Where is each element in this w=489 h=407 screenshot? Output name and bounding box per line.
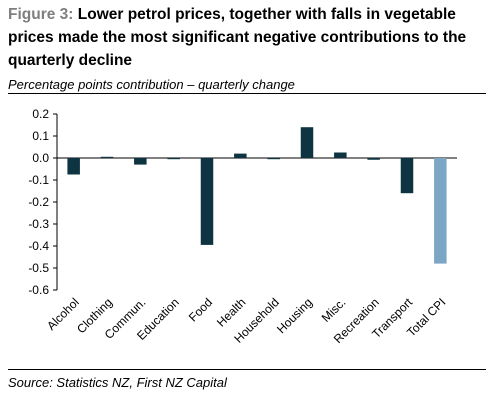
bar-transport (400, 158, 414, 194)
bar-misc (334, 152, 347, 158)
bars (67, 127, 447, 264)
x-tick-label: Misc. (319, 295, 349, 325)
x-tick-label: Housing (274, 295, 315, 336)
x-tick-label: Food (186, 295, 215, 324)
y-tick-label: -0.4 (28, 239, 49, 253)
y-tick-label: -0.5 (28, 261, 49, 275)
figure-title: Figure 3: Lower petrol prices, together … (8, 3, 486, 72)
bottom-divider (8, 369, 486, 370)
source-note: Source: Statistics NZ, First NZ Capital (8, 375, 227, 390)
figure-title-text: Lower petrol prices, together with falls… (8, 6, 467, 69)
bar-health (234, 153, 247, 158)
y-tick-label: 0.2 (32, 107, 49, 121)
tick-labels: 0.20.10.0-0.1-0.2-0.3-0.4-0.5-0.6Alcohol… (28, 107, 448, 346)
axes (53, 113, 457, 291)
chart-subtitle: Percentage points contribution – quarter… (8, 77, 295, 92)
bar-alcohol (67, 158, 80, 175)
top-divider (8, 93, 486, 94)
y-tick-label: -0.2 (28, 195, 49, 209)
y-tick-label: 0.0 (32, 151, 49, 165)
bar-education (167, 158, 180, 160)
y-tick-label: 0.1 (32, 129, 49, 143)
bar-household (267, 158, 280, 160)
y-tick-label: -0.6 (28, 283, 49, 297)
figure-label: Figure 3: (8, 6, 74, 23)
y-tick-label: -0.1 (28, 173, 49, 187)
bar-housing (300, 127, 314, 158)
bar-total-cpi (434, 158, 447, 264)
bar-commun (134, 158, 147, 165)
bar-clothing (100, 156, 114, 158)
bar-food (200, 158, 214, 245)
y-tick-label: -0.3 (28, 217, 49, 231)
bar-recreation (367, 158, 380, 160)
